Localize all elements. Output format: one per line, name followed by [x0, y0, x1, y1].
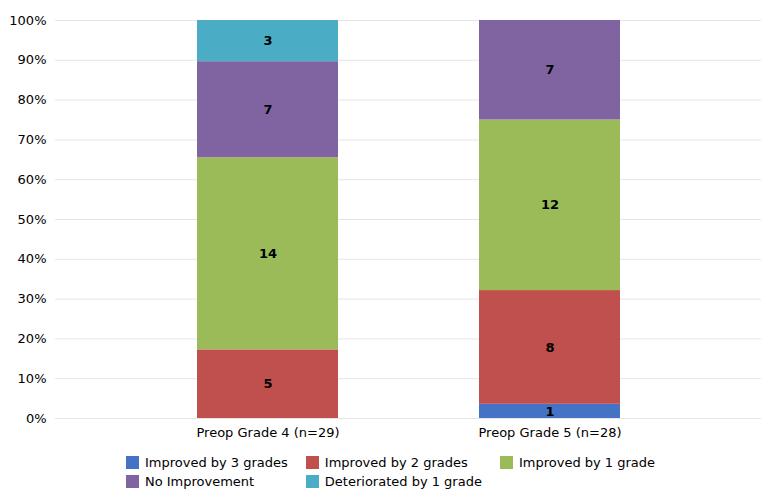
- svg-text:90%: 90%: [18, 52, 47, 67]
- svg-text:Preop Grade 4 (n=29): Preop Grade 4 (n=29): [197, 425, 340, 440]
- svg-text:20%: 20%: [18, 331, 47, 346]
- svg-text:3: 3: [263, 33, 272, 48]
- html-text:Deteriorated by 1 grade: Deteriorated by 1 grade: [324, 474, 482, 489]
- svg-text:7: 7: [545, 62, 554, 77]
- svg-text:12: 12: [541, 197, 559, 212]
- svg-text:100%: 100%: [9, 13, 46, 28]
- svg-text:10%: 10%: [18, 371, 47, 386]
- svg-text:7: 7: [263, 102, 272, 117]
- svg-text:30%: 30%: [18, 291, 47, 306]
- svg-text:50%: 50%: [18, 212, 47, 227]
- svg-text:80%: 80%: [18, 92, 47, 107]
- svg-text:60%: 60%: [18, 172, 47, 187]
- svg-text:14: 14: [259, 246, 277, 261]
- svg-text:40%: 40%: [18, 251, 47, 266]
- html-text:Improved by 3 grades: Improved by 3 grades: [144, 455, 288, 470]
- svg-text:8: 8: [545, 340, 554, 355]
- svg-text:70%: 70%: [18, 132, 47, 147]
- svg-text:5: 5: [263, 376, 272, 391]
- html-text:No Improvement: No Improvement: [144, 474, 255, 489]
- svg-text:0%: 0%: [26, 411, 47, 426]
- html-text:Improved by 1 grade: Improved by 1 grade: [518, 455, 656, 470]
- svg-text:Preop Grade 5 (n=28): Preop Grade 5 (n=28): [479, 425, 622, 440]
- html-text:Improved by 2 grades: Improved by 2 grades: [324, 455, 468, 470]
- svg-text:1: 1: [545, 404, 554, 419]
